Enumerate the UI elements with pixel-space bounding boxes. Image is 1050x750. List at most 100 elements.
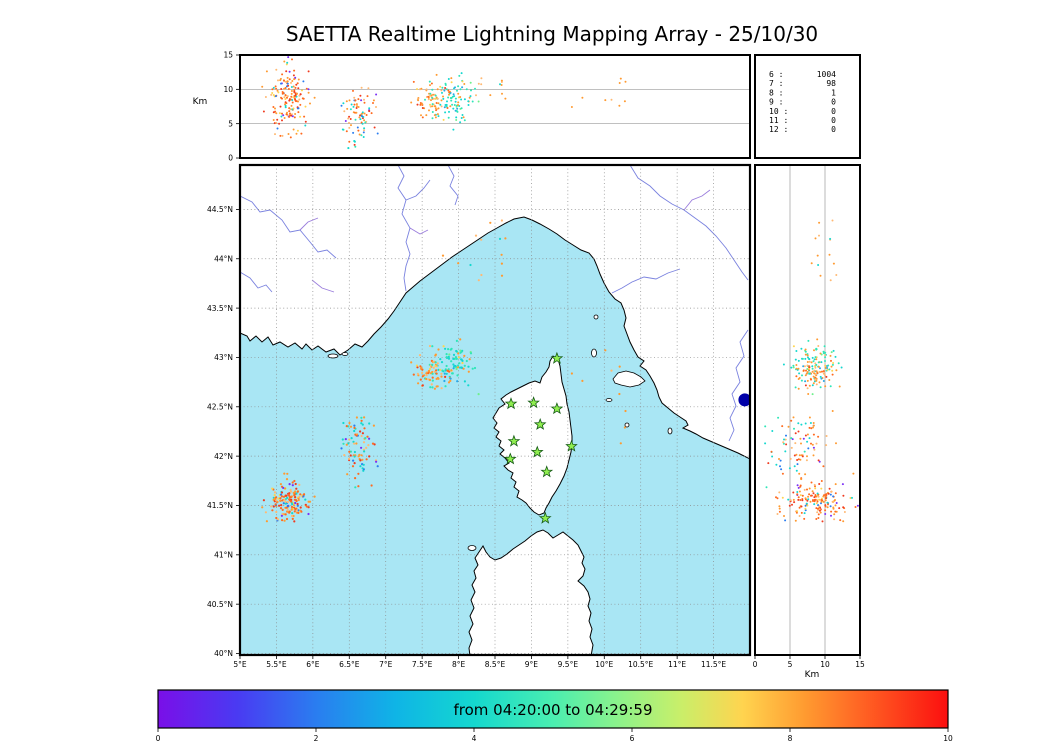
lightning-source [353,426,356,429]
lightning-source [581,379,584,382]
lightning-source [358,133,361,136]
lightning-source [473,366,477,370]
lightning-source [816,338,819,341]
lightning-source [371,442,375,445]
lightning-source [425,374,428,377]
lightning-source [285,102,288,105]
lightning-source [302,495,305,498]
lightning-source [271,88,274,91]
lightning-source [272,119,275,121]
lightning-source [285,113,288,116]
lightning-source [794,442,797,445]
lightning-source [783,515,785,517]
lightning-source [275,87,278,90]
lightning-source [799,458,802,461]
lightning-source [604,99,607,102]
lightning-source [808,437,811,440]
lightning-source [425,377,428,381]
map-panel [238,163,752,657]
lightning-source [806,379,809,382]
lightning-source [288,511,291,514]
lightning-source [794,358,797,361]
lightning-source [292,491,295,494]
lightning-source [284,80,287,83]
lightning-source [448,370,451,373]
lightning-source [784,519,787,522]
lightning-source [436,376,439,380]
lightning-source [291,101,294,104]
lightning-source [362,131,365,134]
lightning-source [832,506,835,509]
lightning-source [802,365,805,368]
lightning-source [286,501,289,504]
lightning-source [454,97,457,100]
lma-station-star [527,396,540,409]
lightning-source [279,497,282,500]
lightning-source [457,352,460,355]
lightning-source [355,111,358,114]
lightning-source [788,467,791,470]
lightning-source [298,98,301,101]
lightning-source [797,367,800,370]
lightning-source [282,502,285,505]
lightning-source [274,133,276,136]
lightning-source [765,486,768,489]
lightning-source [416,366,419,369]
lightning-source [816,511,819,514]
lightning-source [300,510,303,513]
lightning-source [290,104,293,107]
lightning-source [457,104,459,106]
lightning-source [795,364,798,366]
lightning-source [293,520,296,523]
lightning-source [460,366,463,369]
colorbar-tick-label: 10 [943,734,953,743]
lightning-source [815,507,818,510]
lightning-source [811,370,814,373]
lightning-source [412,80,415,83]
lightning-source [304,105,307,108]
lightning-source [824,354,827,357]
lightning-source [343,110,346,113]
lightning-source [431,379,434,382]
lightning-source [348,140,351,143]
river [630,166,749,281]
lightning-source [781,472,784,475]
lightning-source [271,92,274,94]
lightning-source [808,360,811,363]
lightning-source [452,93,455,96]
lightning-source [421,116,424,119]
lightning-source [287,84,290,87]
lightning-source [346,107,349,110]
altitude-latitude-panel [754,164,861,656]
lightning-source [353,429,356,433]
lightning-source [452,357,455,360]
lightning-source [286,510,289,513]
lightning-source [452,353,456,356]
lightning-source [456,89,458,92]
lightning-source [299,506,302,509]
lightning-source [292,107,295,110]
lightning-source [274,85,277,88]
coastline-mainland [241,166,749,460]
lightning-source [421,107,424,109]
lightning-source [435,372,438,375]
lightning-source [361,115,364,118]
lightning-source [800,423,803,426]
lightning-source [262,110,265,113]
lightning-source [834,483,837,486]
lightning-source [804,509,807,512]
lon-tick-label: 6°E [306,660,320,669]
lma-station-star [550,402,564,415]
lightning-source [825,444,828,447]
lightning-source [348,121,350,124]
lightning-source [293,90,296,93]
lightning-source [477,393,480,396]
lightning-source [767,462,770,465]
lightning-source [275,516,278,520]
lightning-source [342,442,345,445]
lightning-source [293,69,296,72]
lightning-source [452,107,455,110]
lightning-source [810,481,813,484]
lightning-source [806,387,809,390]
lightning-source [822,352,825,355]
